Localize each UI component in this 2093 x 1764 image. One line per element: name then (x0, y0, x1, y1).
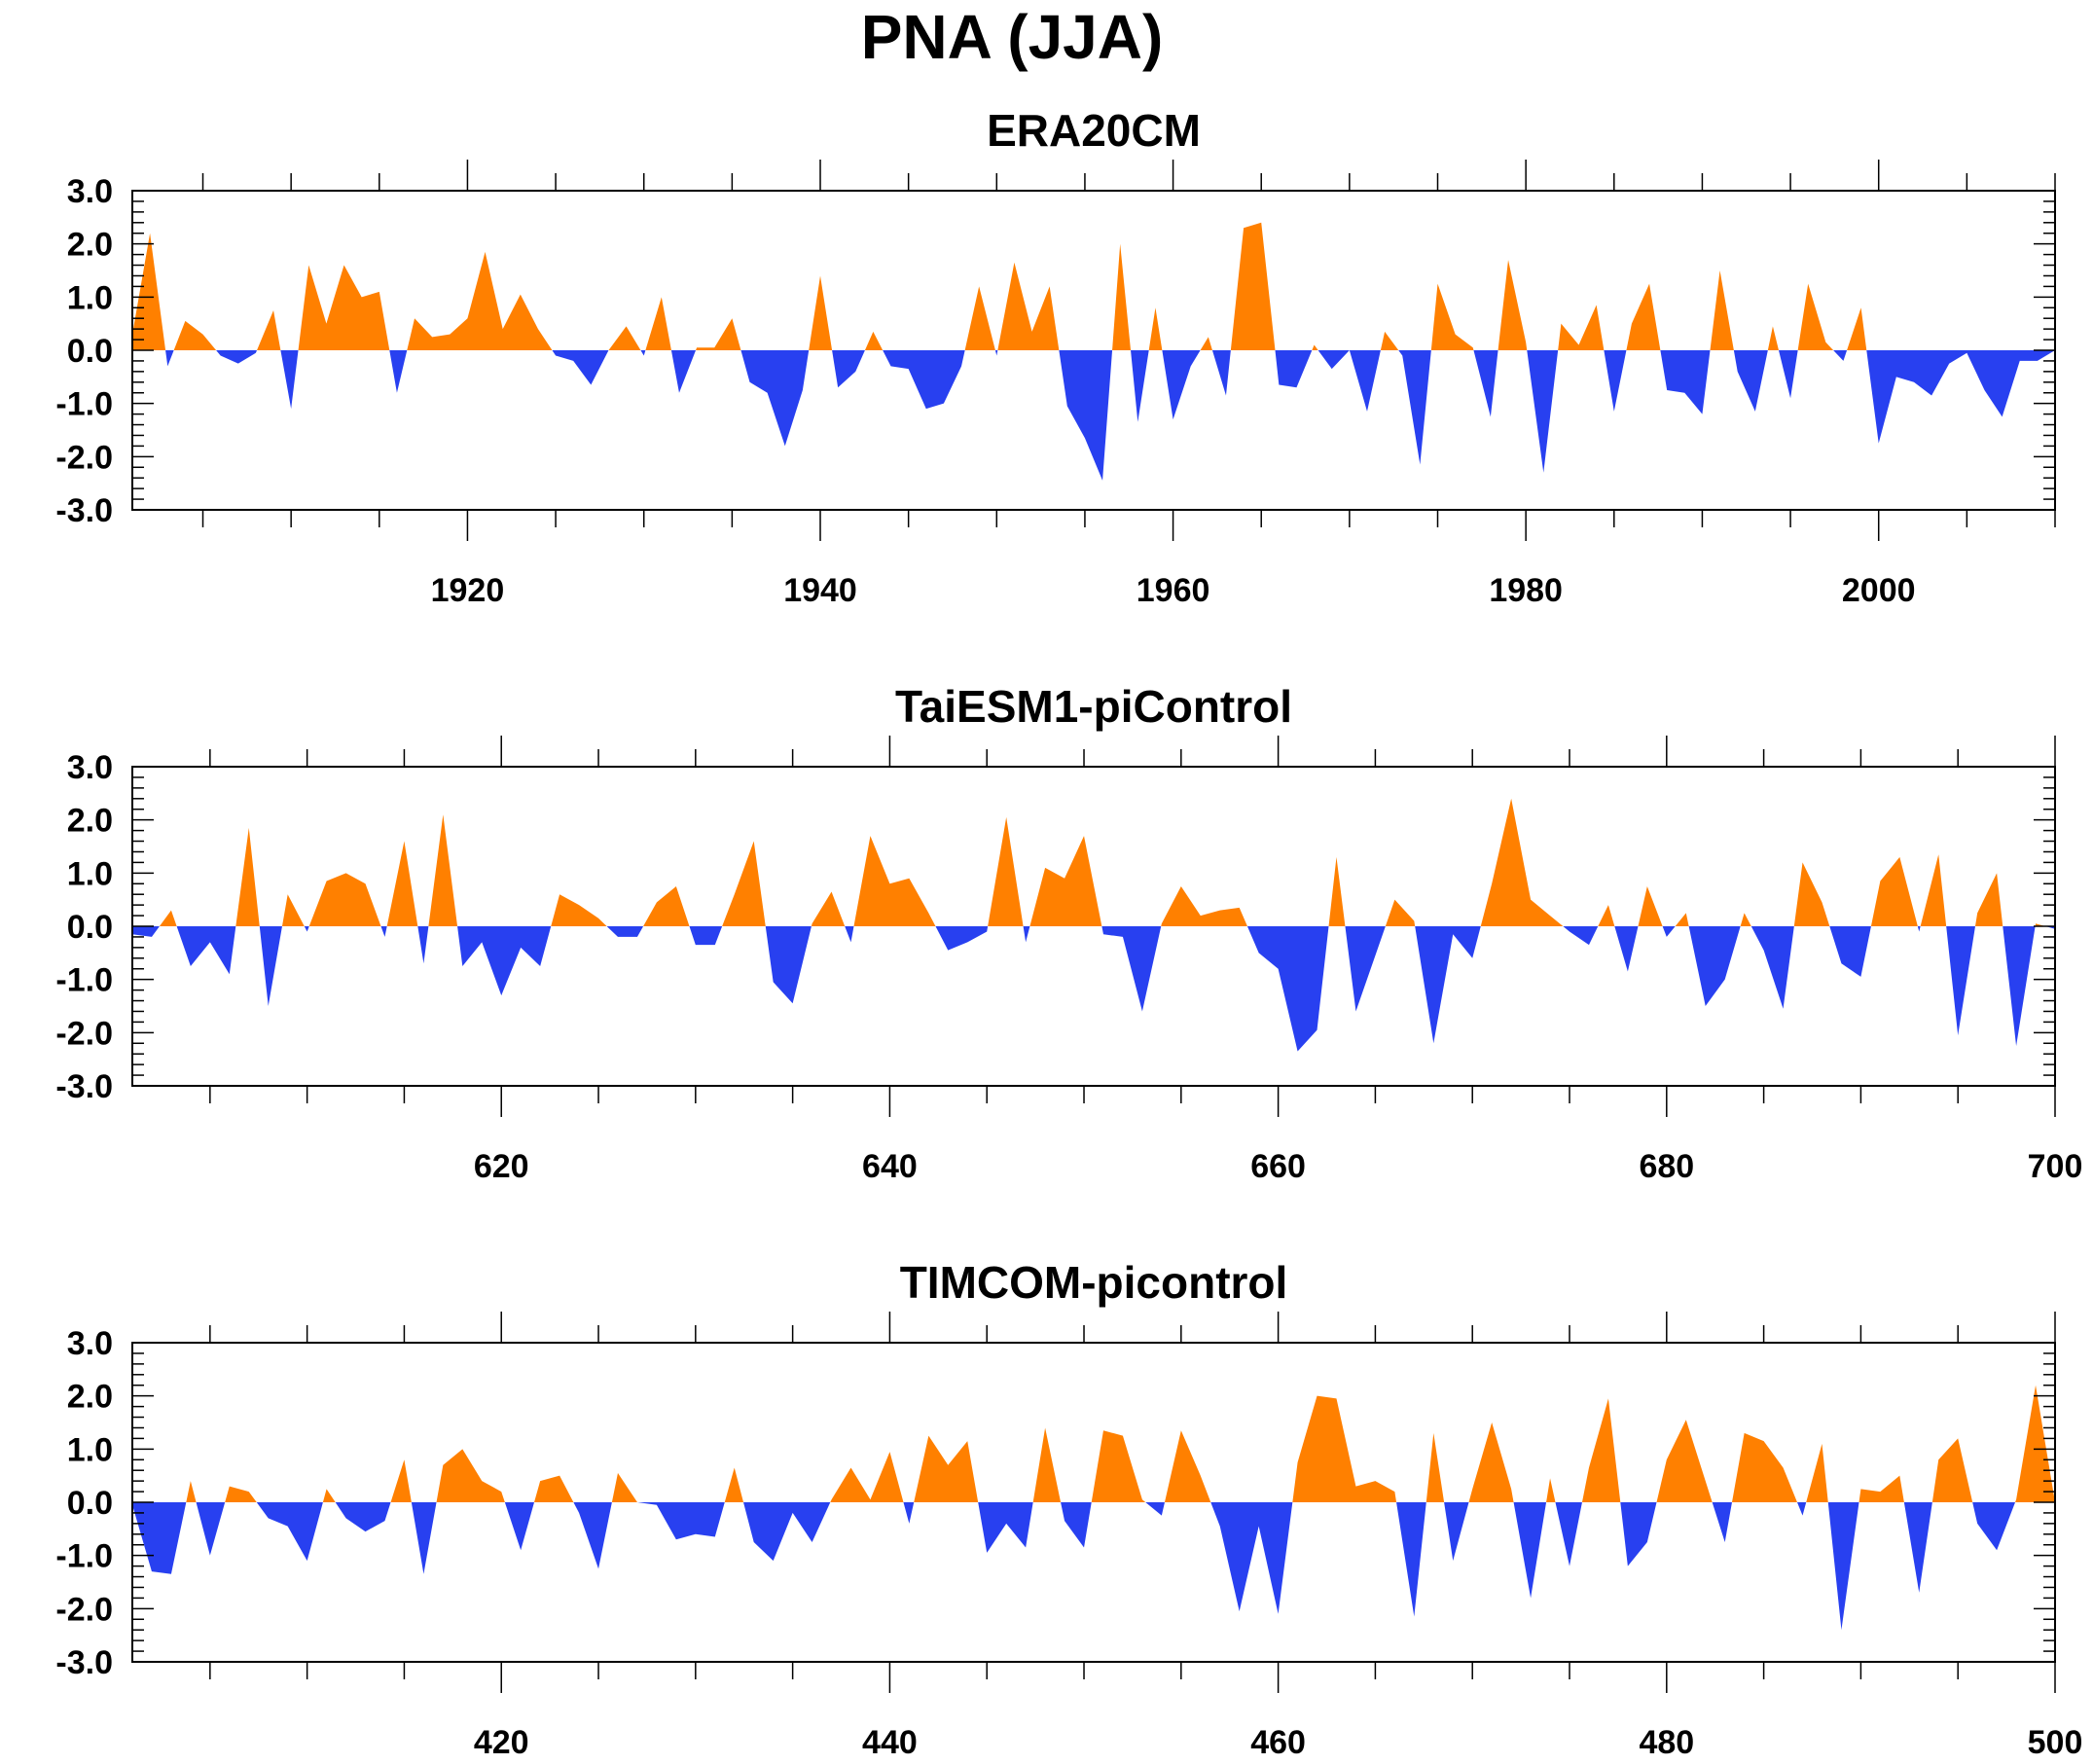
x-tick-label: 460 (1250, 1724, 1306, 1759)
y-tick-label: 1.0 (67, 1431, 113, 1468)
y-tick-label: 3.0 (67, 1325, 113, 1362)
y-tick-label: 0.0 (67, 333, 113, 370)
panel-3: TIMCOM-picontrol 3.0 2.0 1.0 0.0 -1.0 -2.0 -3.0… (55, 1257, 2083, 1761)
x-tick-label: 1980 (1489, 572, 1563, 609)
x-tick-label: 620 (474, 1148, 529, 1185)
y-tick-label: -1.0 (55, 386, 113, 423)
panel-2: TaiESM1-piControl 3.0 2.0 1.0 0.0 -1.0 -2.0 -3.… (55, 681, 2082, 1185)
y-tick-label: 0.0 (67, 1485, 113, 1522)
positive-area (132, 222, 1867, 350)
y-tick-label: 1.0 (67, 855, 113, 892)
y-tick-label: -1.0 (55, 962, 113, 999)
x-tick-label: 700 (2028, 1148, 2083, 1185)
x-tick-label: 640 (862, 1148, 918, 1185)
negative-area (132, 926, 2055, 1052)
x-tick-label: 1920 (431, 572, 505, 609)
y-tick-label: 3.0 (67, 173, 113, 210)
positive-area (159, 798, 2046, 926)
x-tick-label: 2000 (1842, 572, 1916, 609)
x-tick-label: 440 (862, 1724, 918, 1759)
x-tick-label: 420 (474, 1724, 529, 1759)
panel-title: TaiESM1-piControl (895, 681, 1292, 732)
y-tick-label: -2.0 (55, 1591, 113, 1628)
panel-title: ERA20CM (987, 105, 1201, 156)
y-tick-label: -3.0 (55, 492, 113, 529)
negative-area (165, 350, 2056, 481)
x-tick-label: 1960 (1137, 572, 1210, 609)
x-tick-label: 480 (1639, 1724, 1694, 1759)
y-tick-label: -3.0 (55, 1068, 113, 1105)
y-tick-label: 3.0 (67, 749, 113, 786)
y-tick-label: 2.0 (67, 227, 113, 264)
panel-title: TIMCOM-picontrol (900, 1257, 1288, 1308)
y-tick-label: -1.0 (55, 1538, 113, 1575)
y-tick-label: 2.0 (67, 803, 113, 840)
negative-area (132, 1502, 2016, 1631)
figure-title: PNA (JJA) (861, 2, 1164, 72)
y-tick-label: -3.0 (55, 1644, 113, 1681)
panels: ERA20CM 3.0 2.0 1.0 0.0 -1.0 -2.0 -3.0 1920 1940 1… (55, 105, 2083, 1761)
x-tick-label: 500 (2028, 1724, 2083, 1759)
panel-1: ERA20CM 3.0 2.0 1.0 0.0 -1.0 -2.0 -3.0 1920 1940 1… (55, 105, 2056, 609)
y-tick-label: 0.0 (67, 909, 113, 946)
x-tick-label: 660 (1250, 1148, 1306, 1185)
y-tick-label: -2.0 (55, 439, 113, 476)
x-tick-label: 1940 (783, 572, 857, 609)
x-tick-label: 680 (1639, 1148, 1694, 1185)
positive-area (186, 1385, 2055, 1502)
y-tick-label: 1.0 (67, 279, 113, 316)
y-tick-label: -2.0 (55, 1015, 113, 1052)
y-tick-label: 2.0 (67, 1379, 113, 1416)
